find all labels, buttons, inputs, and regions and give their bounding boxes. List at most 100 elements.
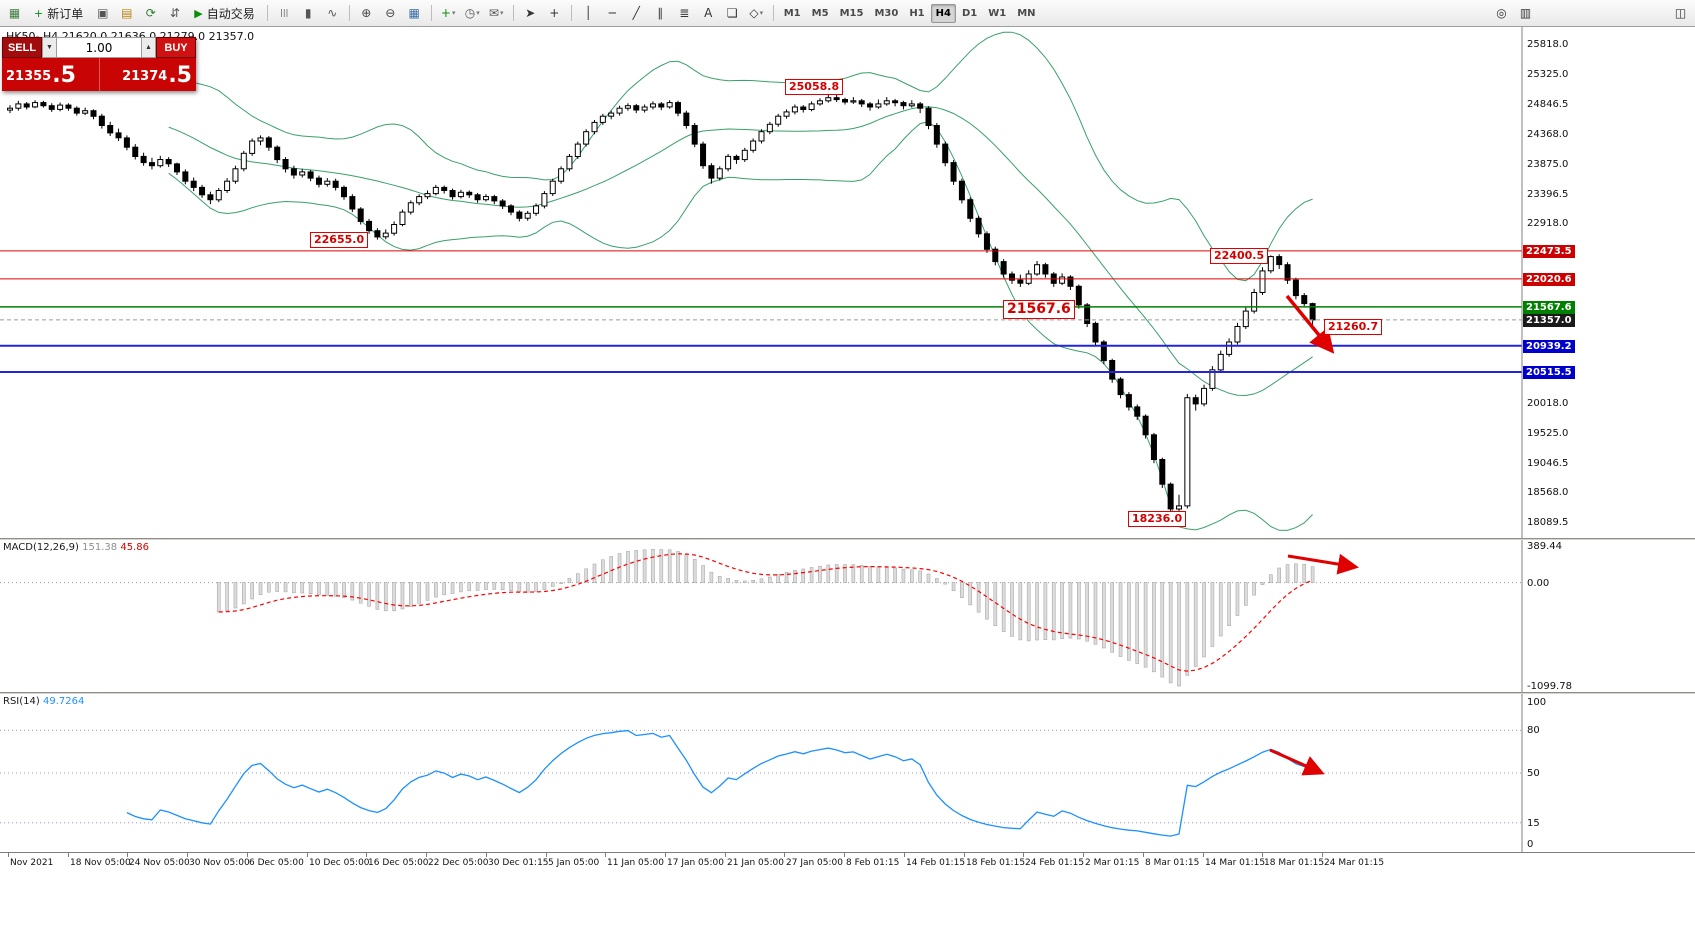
sell-price-main: 21355 <box>6 69 52 84</box>
time-axis-tick <box>1143 853 1144 857</box>
fibonacci-tool-icon[interactable]: ≣ <box>679 6 690 20</box>
time-axis-tick <box>127 853 128 857</box>
line-chart-icon[interactable]: ∿ <box>327 6 338 20</box>
zoom-out-icon[interactable]: ⊖ <box>385 6 396 20</box>
panel-divider[interactable] <box>0 692 1695 694</box>
timeframe-button-M30[interactable]: M30 <box>874 7 899 19</box>
bollinger-upper-band <box>168 31 1313 282</box>
trend-arrow[interactable] <box>1285 294 1335 354</box>
time-axis-label: 18 Feb 01:15 <box>966 858 1026 868</box>
price-annotation[interactable]: 18236.0 <box>1128 511 1187 527</box>
periods-icon[interactable]: ◷ ▾ <box>461 2 484 24</box>
rsi-canvas[interactable] <box>0 694 1523 852</box>
buy-price[interactable]: 21374 .5 <box>98 58 197 91</box>
bollinger-middle-band <box>168 106 1313 397</box>
price-axis-label: 23396.5 <box>1527 189 1569 200</box>
toolbar-separator <box>430 5 432 21</box>
dropdown-caret-icon: ▾ <box>476 9 480 17</box>
time-axis-tick <box>247 853 248 857</box>
new-order-button[interactable]: + 新订单 <box>27 2 90 24</box>
time-axis-label: 6 Dec 05:00 <box>249 858 304 868</box>
time-axis-label: 30 Nov 05:00 <box>189 858 250 868</box>
price-axis-label: 24846.5 <box>1527 99 1569 110</box>
trend-arrow[interactable] <box>1287 553 1359 575</box>
autotrading-icon: ▶ <box>194 6 203 20</box>
price-level-badge: 21567.6 <box>1523 301 1575 314</box>
timeframe-button-M1[interactable]: M1 <box>783 7 801 19</box>
price-annotation[interactable]: 21260.7 <box>1324 319 1383 335</box>
time-axis-tick <box>1322 853 1323 857</box>
price-axis-label: 20018.0 <box>1527 398 1569 409</box>
tile-windows-icon[interactable]: ▦ <box>408 6 420 20</box>
panel-toggle-icon[interactable]: ◫ <box>1674 6 1687 20</box>
time-axis[interactable]: Nov 2021 18 Nov 05:00 24 Nov 05:00 30 Nov 0… <box>0 852 1695 873</box>
timeframe-button-D1[interactable]: D1 <box>961 7 978 19</box>
hline-tool-icon[interactable]: ─ <box>608 6 616 20</box>
toolbar-separator <box>266 5 268 21</box>
timeframe-button-MN[interactable]: MN <box>1017 7 1036 19</box>
shapes-tool-icon[interactable]: ◇ ▾ <box>745 2 768 24</box>
trendline-tool-icon[interactable]: ╱ <box>632 6 640 20</box>
macd-name: MACD(12,26,9) <box>3 542 79 553</box>
autotrading-button[interactable]: ▶ 自动交易 <box>187 2 261 24</box>
data-window-icon[interactable]: ▥ <box>1519 6 1532 20</box>
templates-icon[interactable]: ✉ ▾ <box>485 2 508 24</box>
one-click-trade-widget: SELL ▼ ▲ BUY 21355 .5 21374 .5 <box>2 37 196 91</box>
time-axis-label: Nov 2021 <box>10 858 54 868</box>
price-axis-label: 23875.0 <box>1527 159 1569 170</box>
channel-tool-icon[interactable]: ∥ <box>657 6 664 20</box>
crosshair-icon[interactable]: + <box>549 6 560 20</box>
candlestick-icon[interactable]: ▮ <box>304 6 312 20</box>
time-axis-tick <box>307 853 308 857</box>
cursor-icon[interactable]: ➤ <box>525 6 536 20</box>
macd-canvas[interactable] <box>0 540 1523 692</box>
price-annotation[interactable]: 25058.8 <box>785 79 844 95</box>
timeframe-button-W1[interactable]: W1 <box>988 7 1007 19</box>
time-axis-tick <box>1203 853 1204 857</box>
new-chart-icon[interactable]: ▦ <box>8 6 21 20</box>
price-chart-canvas[interactable] <box>0 27 1523 538</box>
market-watch-icon[interactable]: ⇵ <box>169 6 180 20</box>
time-axis-label: 30 Dec 01:15 <box>488 858 549 868</box>
timeframe-button-H1[interactable]: H1 <box>909 7 925 19</box>
price-annotation[interactable]: 22655.0 <box>310 232 369 248</box>
panel-divider[interactable] <box>0 538 1695 540</box>
zoom-in-icon[interactable]: ⊕ <box>361 6 372 20</box>
trend-arrow[interactable] <box>1269 748 1325 776</box>
macd-signal-value: 45.86 <box>120 542 149 553</box>
chart-windows-icon[interactable]: ▣ <box>97 6 109 20</box>
timeframe-button-M5[interactable]: M5 <box>811 7 829 19</box>
time-axis-tick <box>784 853 785 857</box>
price-axis-label: 18089.5 <box>1527 517 1569 528</box>
label-tool-icon[interactable]: ❏ <box>726 6 738 20</box>
buy-button[interactable]: BUY <box>156 37 196 58</box>
text-tool-icon[interactable]: A <box>704 6 713 20</box>
rsi-label: RSI(14) 49.7264 <box>3 696 84 707</box>
current-price-badge: 21357.0 <box>1523 314 1575 327</box>
price-annotation[interactable]: 22400.5 <box>1210 248 1269 264</box>
sell-price[interactable]: 21355 .5 <box>2 58 99 91</box>
toolbar-separator <box>348 5 350 21</box>
price-axis-label: 19046.5 <box>1527 458 1569 469</box>
vline-tool-icon[interactable]: │ <box>584 6 592 20</box>
macd-label: MACD(12,26,9) 151.38 45.86 <box>3 542 149 553</box>
indicators-icon[interactable]: + ▾ <box>437 2 460 24</box>
timeframe-button-M15[interactable]: M15 <box>839 7 864 19</box>
rsi-axis-label: 100 <box>1527 697 1547 708</box>
macd-signal-line <box>218 553 1313 672</box>
price-annotation[interactable]: 21567.6 <box>1003 300 1075 319</box>
time-axis-label: 10 Dec 05:00 <box>309 858 370 868</box>
volume-input[interactable] <box>57 37 141 58</box>
time-axis-label: 24 Mar 01:15 <box>1324 858 1385 868</box>
bid-ask-display: 21355 .5 21374 .5 <box>2 58 196 91</box>
profiles-icon[interactable]: ▤ <box>121 6 133 20</box>
ohlc-bars-icon[interactable]: ||| <box>280 8 289 17</box>
dropdown-caret-icon: ▾ <box>759 9 764 17</box>
search-icon[interactable]: ◎ <box>1496 6 1507 20</box>
timeframe-button-H4[interactable]: H4 <box>930 3 956 23</box>
volume-decrease-button[interactable]: ▼ <box>42 37 57 58</box>
refresh-icon[interactable]: ⟳ <box>145 6 156 20</box>
volume-increase-button[interactable]: ▲ <box>141 37 156 58</box>
sell-button[interactable]: SELL <box>2 37 42 58</box>
